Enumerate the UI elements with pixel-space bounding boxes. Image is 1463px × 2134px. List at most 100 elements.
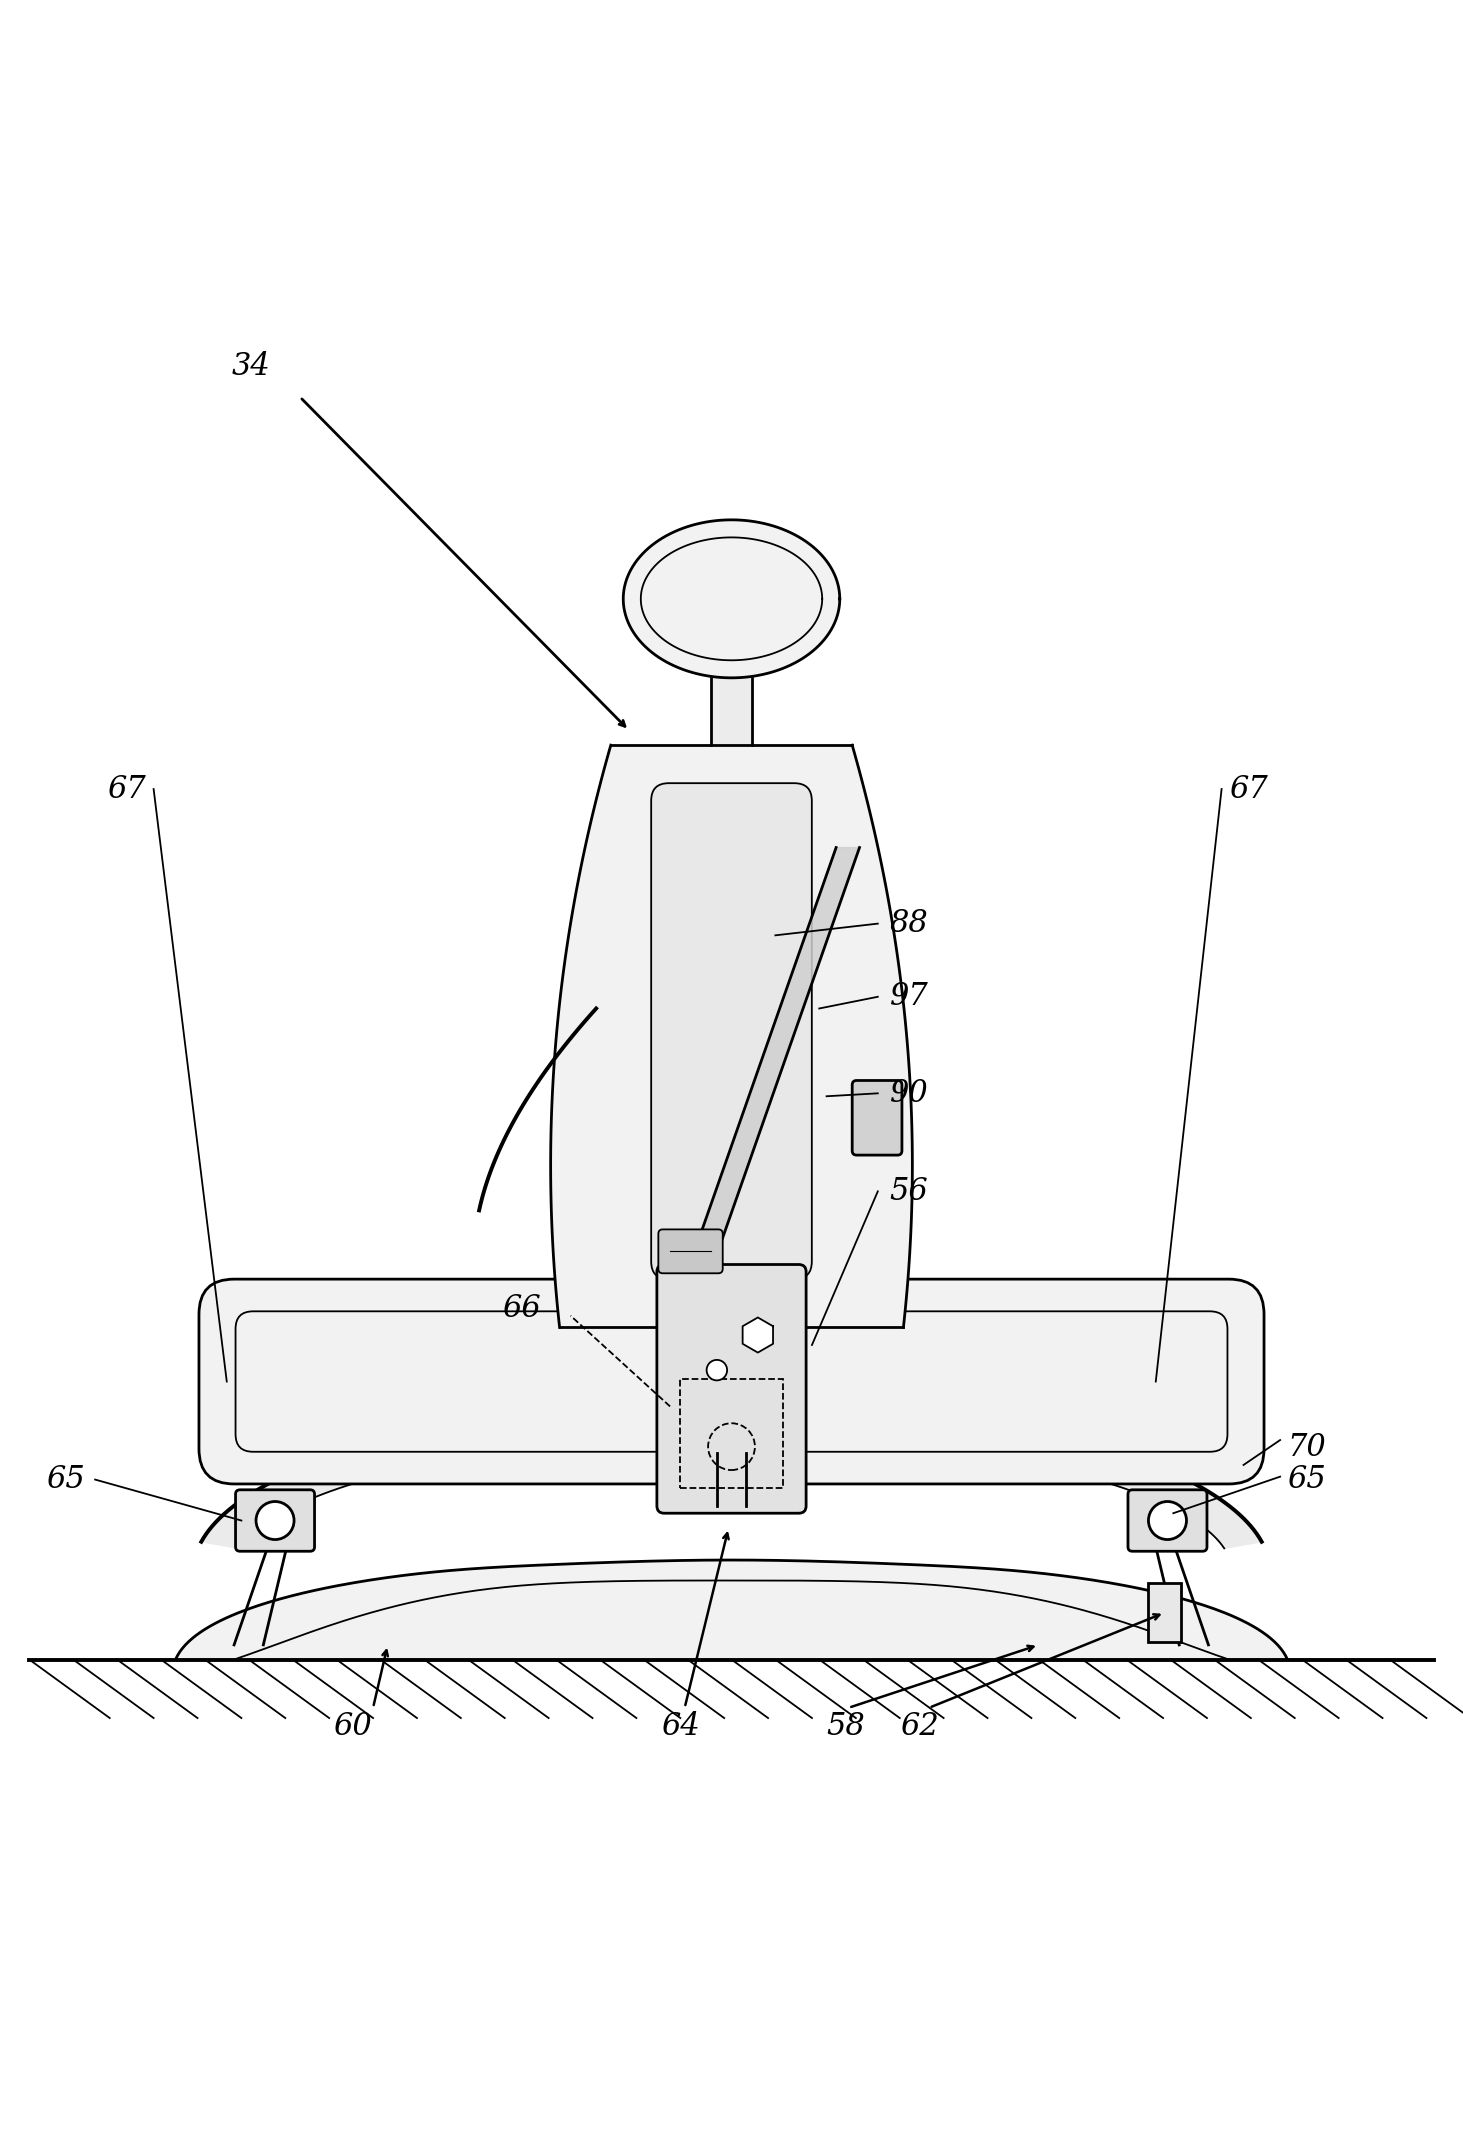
Point	[686, 796, 710, 830]
Point	[686, 775, 710, 809]
Point	[898, 1146, 922, 1180]
Point	[734, 941, 758, 975]
Point	[756, 1637, 780, 1671]
Point	[796, 1231, 819, 1265]
Point	[499, 1312, 522, 1347]
Point	[591, 1562, 614, 1596]
Point	[732, 512, 755, 546]
Point	[269, 1391, 293, 1426]
Point	[825, 762, 849, 796]
Point	[660, 1381, 683, 1415]
Point	[1069, 1340, 1093, 1374]
Point	[793, 1376, 816, 1411]
Point	[686, 1349, 710, 1383]
Point	[208, 1526, 231, 1560]
Point	[673, 924, 696, 958]
Point	[772, 1048, 796, 1082]
Point	[813, 1116, 837, 1150]
Point	[759, 512, 783, 546]
Point	[822, 1105, 846, 1140]
Point	[673, 1551, 696, 1586]
Bar	[1148, 1583, 1181, 1641]
Point	[705, 531, 729, 566]
Point	[579, 854, 603, 888]
Point	[789, 1086, 812, 1120]
Point	[743, 1154, 767, 1189]
Point	[1179, 1628, 1203, 1662]
Point	[777, 1099, 800, 1133]
Point	[560, 1355, 584, 1389]
Point	[705, 997, 729, 1031]
Point	[616, 1396, 639, 1430]
Point	[723, 1238, 746, 1272]
Point	[644, 1039, 667, 1073]
Point	[892, 1639, 916, 1673]
Point	[328, 1323, 351, 1357]
Point	[695, 1231, 718, 1265]
Point	[490, 1554, 514, 1588]
Point	[598, 881, 622, 915]
Point	[815, 1073, 838, 1108]
Point	[446, 1415, 470, 1449]
Point	[831, 969, 854, 1003]
Point	[679, 1093, 702, 1127]
Point	[217, 1626, 240, 1660]
Point	[767, 1547, 790, 1581]
Point	[509, 1639, 533, 1673]
Point	[1026, 1357, 1049, 1391]
Point	[1119, 1622, 1143, 1656]
Point	[772, 1310, 796, 1344]
Point	[591, 1571, 614, 1605]
Point	[590, 907, 613, 941]
Point	[632, 1253, 655, 1287]
Point	[847, 1227, 870, 1261]
Point	[824, 886, 847, 920]
Point	[884, 1408, 907, 1443]
Point	[689, 971, 712, 1005]
Point	[693, 1116, 717, 1150]
Point	[361, 1449, 385, 1483]
Point	[366, 1400, 389, 1434]
Point	[717, 826, 740, 860]
Point	[868, 1163, 891, 1197]
Point	[729, 883, 752, 918]
Point	[780, 1272, 803, 1306]
Point	[549, 1152, 572, 1187]
Point	[650, 1323, 673, 1357]
Point	[534, 1353, 557, 1387]
Point	[531, 1402, 554, 1436]
Point	[854, 945, 878, 980]
Point	[812, 753, 835, 787]
Point	[654, 606, 677, 640]
Point	[929, 1406, 952, 1440]
Point	[717, 1048, 740, 1082]
Point	[672, 1564, 695, 1598]
Point	[932, 1415, 955, 1449]
Point	[724, 918, 748, 952]
Point	[701, 967, 724, 1001]
Point	[762, 1067, 786, 1101]
Point	[660, 644, 683, 679]
Point	[834, 1140, 857, 1174]
Point	[774, 1199, 797, 1233]
Point	[663, 591, 686, 625]
Point	[718, 638, 742, 672]
Point	[285, 1379, 309, 1413]
Point	[856, 1150, 879, 1184]
Point	[429, 1338, 452, 1372]
Point	[566, 873, 590, 907]
Point	[702, 1556, 726, 1590]
Point	[669, 1361, 692, 1396]
Point	[749, 975, 772, 1009]
Point	[294, 1376, 317, 1411]
Point	[470, 1573, 493, 1607]
Polygon shape	[711, 679, 752, 745]
Point	[673, 866, 696, 901]
Point	[1011, 1438, 1034, 1472]
Point	[887, 1287, 910, 1321]
Point	[565, 1428, 588, 1462]
Point	[712, 578, 736, 612]
Point	[749, 903, 772, 937]
Point	[272, 1344, 296, 1379]
Point	[650, 1342, 673, 1376]
